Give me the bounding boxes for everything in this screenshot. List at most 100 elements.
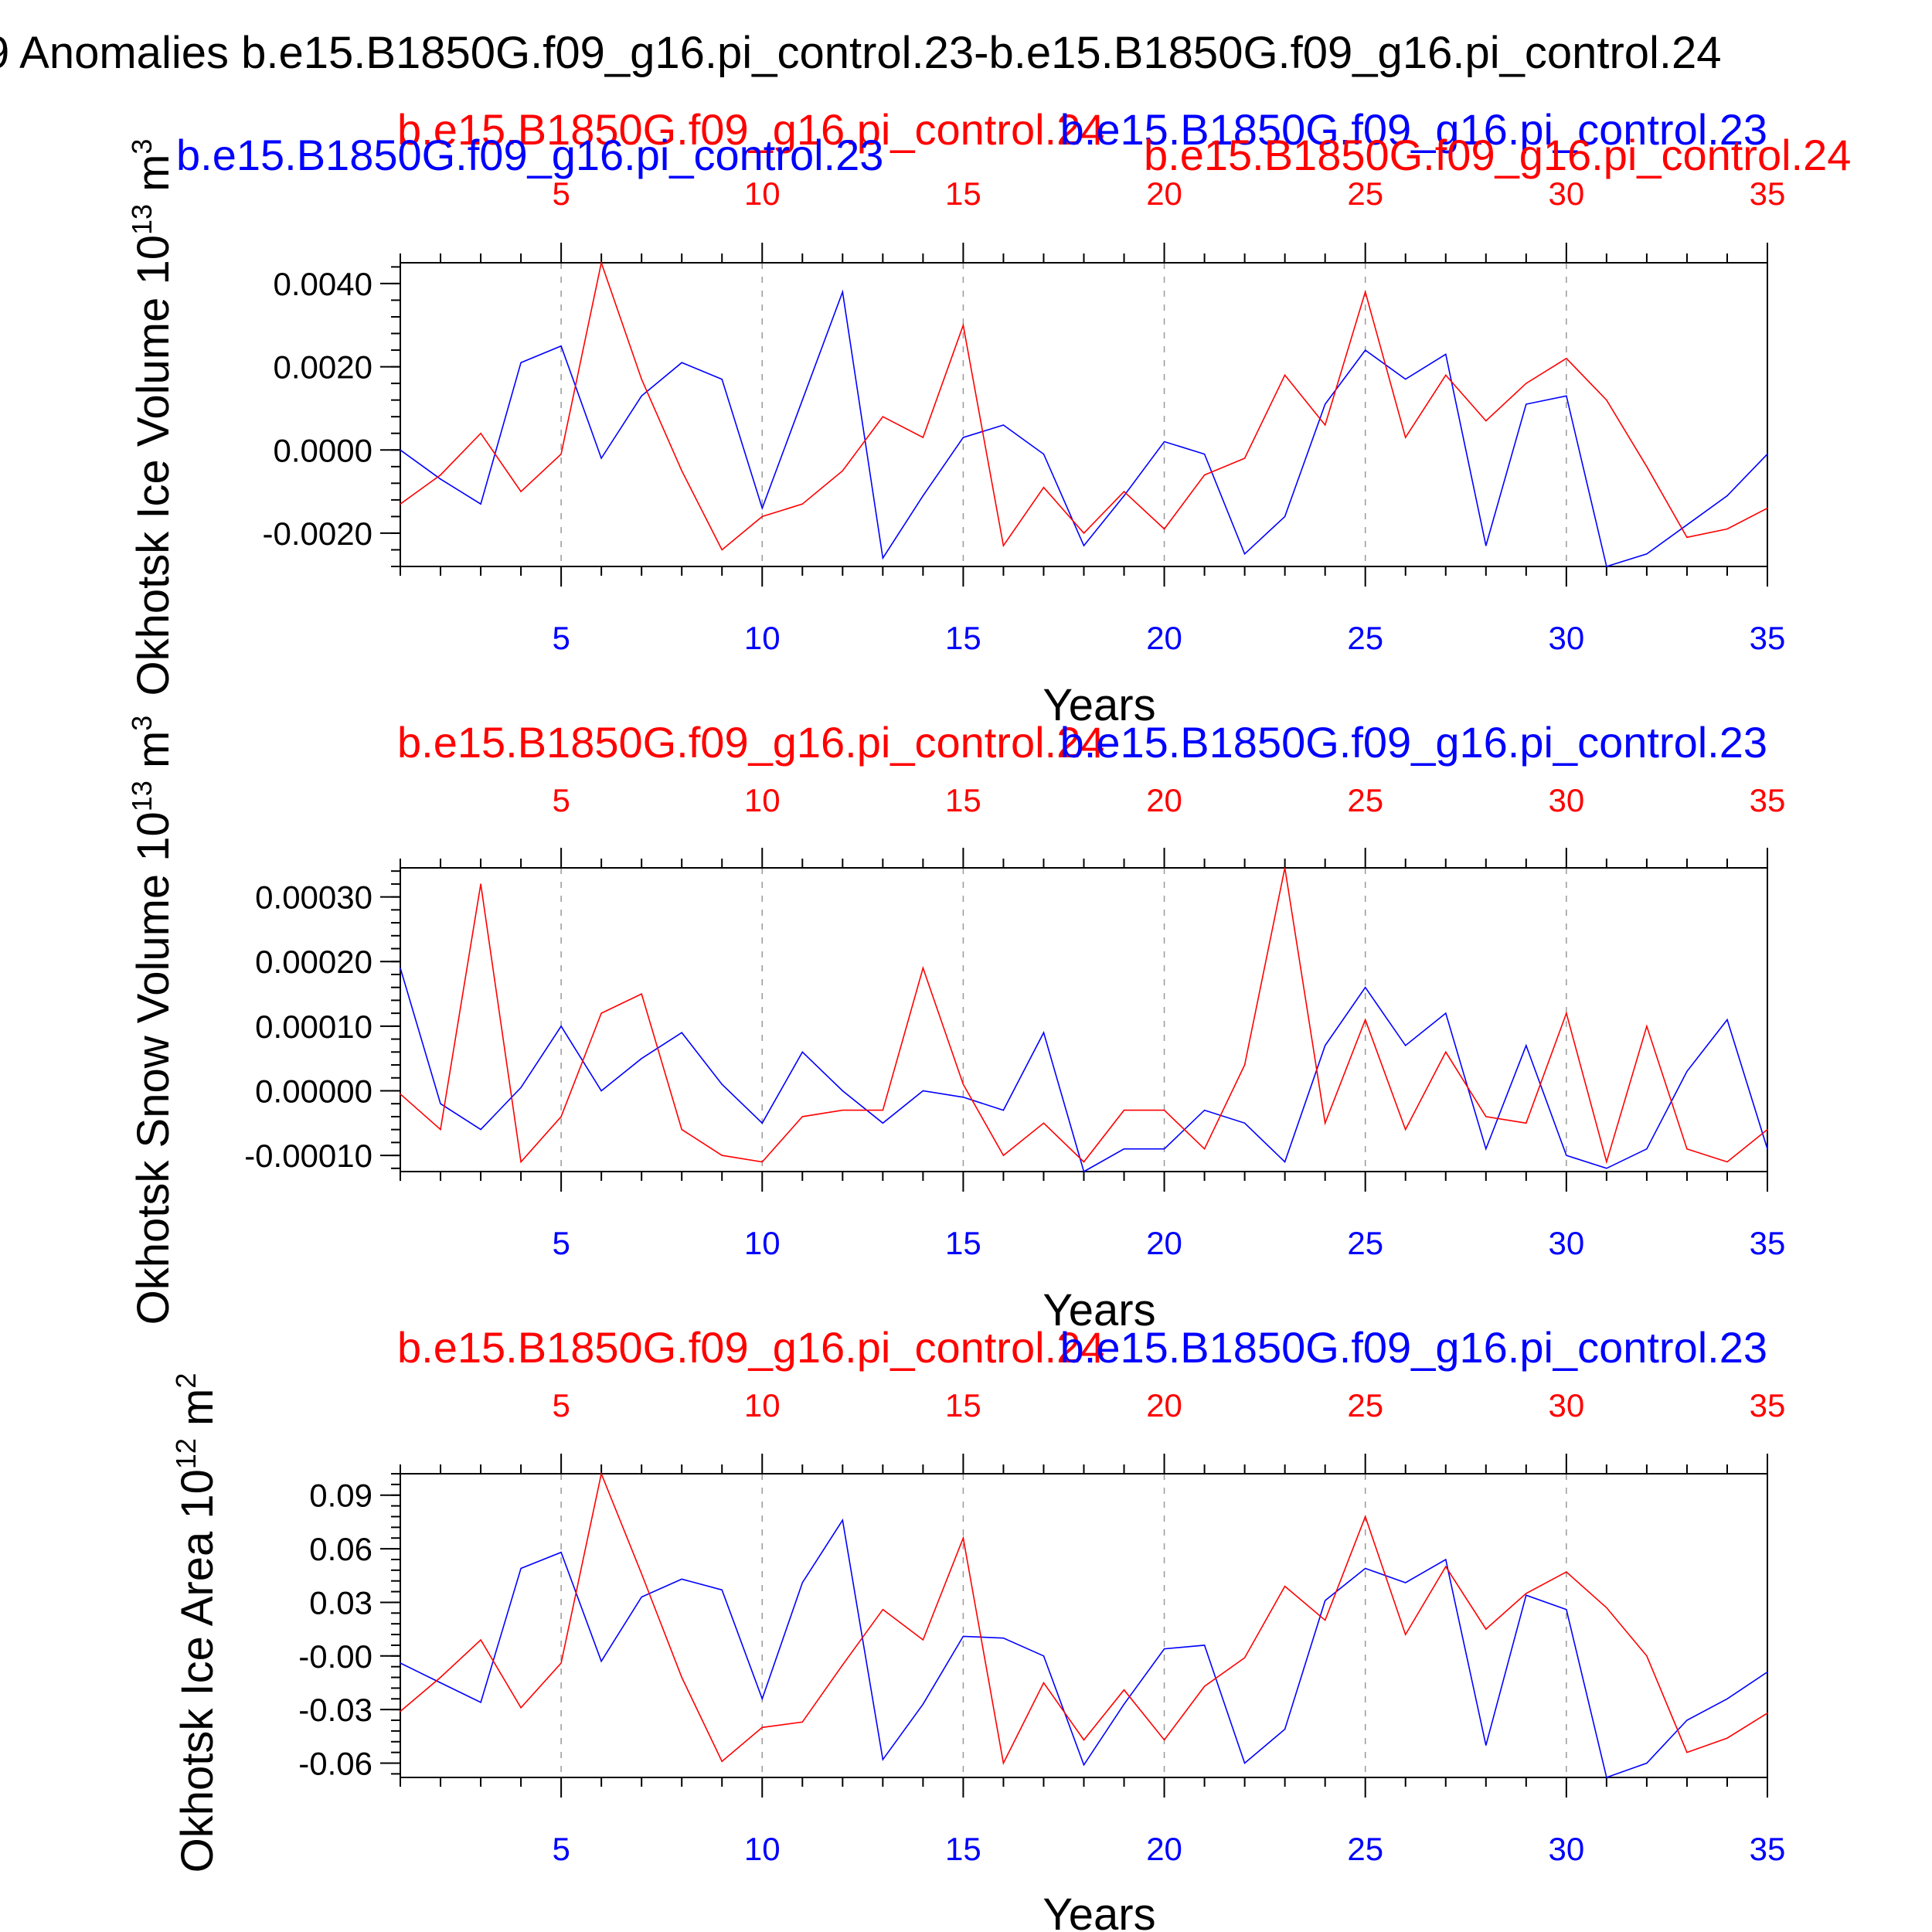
data-point	[1686, 1719, 1688, 1721]
data-point	[1485, 1116, 1487, 1117]
x-axis-label: Years	[1043, 1285, 1155, 1335]
data-point	[600, 1661, 602, 1662]
data-point	[1405, 1129, 1406, 1131]
data-point	[1244, 1064, 1246, 1066]
data-point	[761, 508, 763, 509]
data-point	[1043, 1682, 1045, 1684]
data-point	[1485, 1744, 1487, 1746]
extra-label-blue: b.e15.B1850G.f09_g16.pi_control.23	[176, 131, 883, 179]
data-point	[1365, 1567, 1366, 1570]
data-point	[1043, 487, 1045, 488]
data-point	[801, 1721, 803, 1723]
data-point	[520, 362, 522, 363]
data-point	[1646, 1148, 1648, 1150]
x-tick-label-top: 15	[945, 1387, 981, 1423]
data-point	[962, 1083, 964, 1085]
top-label-red: b.e15.B1850G.f09_g16.pi_control.24	[397, 1323, 1104, 1372]
y-tick-label: 0.00030	[255, 879, 372, 916]
y-tick-label: -0.06	[298, 1746, 372, 1782]
data-point	[1646, 553, 1648, 555]
data-point	[1203, 1109, 1206, 1111]
data-point	[641, 1058, 642, 1060]
data-point	[1445, 1566, 1447, 1567]
x-tick-label-bottom: 15	[945, 1225, 981, 1261]
data-point	[1083, 532, 1085, 534]
data-point	[1284, 374, 1286, 376]
x-tick-label-bottom: 20	[1146, 620, 1182, 656]
data-point	[1405, 437, 1406, 438]
data-point	[1043, 1655, 1045, 1657]
plot-frame	[400, 1473, 1768, 1778]
data-point	[1445, 1012, 1447, 1014]
data-point	[520, 1567, 522, 1570]
top-label-blue: b.e15.B1850G.f09_g16.pi_control.23	[1060, 105, 1767, 154]
y-tick-label: 0.09	[309, 1478, 372, 1514]
data-point	[1002, 545, 1005, 546]
data-point	[560, 345, 562, 347]
data-point	[1365, 349, 1366, 351]
y-axis-label: Okhotsk Snow Volume 1013 m3	[126, 716, 179, 1325]
data-point	[1002, 424, 1005, 426]
data-point	[1405, 1045, 1406, 1046]
x-tick-label-bottom: 25	[1347, 1831, 1383, 1867]
x-axis-label: Years	[1043, 1889, 1155, 1932]
data-point	[842, 1519, 843, 1521]
data-point	[1365, 1019, 1366, 1021]
data-point	[641, 993, 642, 995]
series-line-red	[400, 867, 1768, 1165]
x-axis-label: Years	[1043, 680, 1155, 730]
chart-panel-1: 0.0040 0.0020 0.0000 -0.0020 5 5 10 10 15 15 20 20 2…	[126, 105, 1851, 730]
main-title: 9 Anomalies b.e15.B1850G.f09_g16.pi_cont…	[0, 28, 1722, 78]
data-point	[1244, 1762, 1246, 1764]
x-tick-label-top: 10	[744, 175, 781, 212]
data-point	[842, 1090, 843, 1092]
data-point	[1284, 1586, 1286, 1587]
data-point	[560, 1116, 562, 1117]
data-point	[480, 1129, 481, 1131]
data-point	[480, 433, 481, 434]
data-point	[721, 549, 723, 551]
x-tick-label-top: 30	[1548, 1387, 1584, 1423]
data-point	[1244, 457, 1246, 459]
y-tick-label: 0.00010	[255, 1009, 372, 1045]
data-point	[1365, 291, 1366, 293]
data-point	[761, 1122, 763, 1124]
data-point	[600, 262, 602, 264]
data-point	[600, 1473, 602, 1475]
y-tick-label: 0.0000	[274, 432, 372, 468]
data-point	[1163, 440, 1165, 443]
x-tick-label-bottom: 35	[1750, 620, 1786, 656]
y-tick-label: 0.06	[309, 1531, 372, 1567]
data-point	[1726, 1019, 1728, 1021]
extra-label-red: b.e15.B1850G.f09_g16.pi_control.24	[1144, 131, 1851, 179]
x-tick-label-top: 25	[1347, 782, 1383, 818]
data-point	[801, 1051, 803, 1053]
x-tick-label-top: 10	[744, 782, 781, 818]
top-label-red: b.e15.B1850G.f09_g16.pi_control.24	[397, 105, 1104, 154]
data-point	[1244, 553, 1246, 555]
x-tick-label-top: 20	[1146, 175, 1182, 212]
series-line-red	[400, 260, 1768, 551]
data-point	[761, 515, 763, 517]
x-tick-label-top: 35	[1750, 1387, 1786, 1423]
x-tick-label-bottom: 20	[1146, 1225, 1182, 1261]
x-tick-label-top: 15	[945, 782, 981, 818]
data-point	[1606, 1607, 1607, 1608]
data-point	[1686, 1148, 1688, 1150]
data-point	[1244, 1122, 1246, 1124]
data-point	[1083, 1171, 1085, 1172]
x-tick-label-bottom: 25	[1347, 1225, 1383, 1261]
y-tick-label: 0.03	[309, 1584, 372, 1621]
data-point	[480, 1639, 481, 1641]
plot-frame	[400, 867, 1768, 1172]
data-point	[801, 1116, 803, 1117]
data-point	[761, 1726, 763, 1728]
x-tick-label-bottom: 10	[744, 1831, 781, 1867]
data-point	[520, 491, 522, 492]
data-point	[721, 1083, 723, 1085]
y-tick-label: 0.00020	[255, 944, 372, 980]
data-point	[1445, 374, 1447, 376]
data-point	[1485, 1148, 1487, 1150]
data-point	[1485, 1628, 1487, 1630]
